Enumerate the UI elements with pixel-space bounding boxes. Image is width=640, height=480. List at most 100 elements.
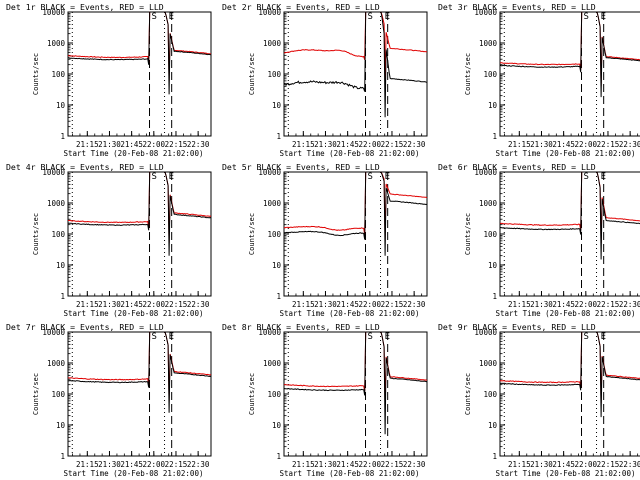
x-tick-label: 21:45 — [120, 300, 143, 309]
lld-series-line — [499, 331, 640, 404]
x-tick-label: 22:15 — [597, 300, 620, 309]
y-tick-label: 100 — [51, 230, 65, 239]
y-tick-label: 1 — [276, 292, 281, 301]
events-series-line — [500, 331, 640, 418]
marker-s: S — [152, 12, 157, 22]
y-tick-label: 100 — [51, 70, 65, 79]
plot-panel-1: Det 1r BLACK = Events, RED = LLD 1 10 100 10… — [6, 2, 212, 158]
x-tick-label: 21:15 — [292, 460, 315, 469]
y-axis-label: Counts/sec — [248, 373, 256, 415]
plot-frame — [283, 331, 428, 457]
y-axis-label: Counts/sec — [32, 53, 40, 95]
y-tick-label: 1 — [60, 452, 65, 461]
x-tick-label: 21:30 — [314, 300, 337, 309]
plot-panel-5: Det 5r BLACK = Events, RED = LLD 1 10 100 10… — [222, 162, 428, 318]
y-tick-label: 1000 — [479, 39, 498, 48]
x-tick-label: 21:30 — [314, 460, 337, 469]
x-tick-label: 22:15 — [597, 460, 620, 469]
plot-title: Det 9r BLACK = Events, RED = LLD — [438, 322, 596, 332]
x-axis-label: Start Time (20-Feb-08 21:02:00) — [280, 309, 420, 318]
plot-panel-4: Det 4r BLACK = Events, RED = LLD 1 10 100 10… — [6, 162, 212, 318]
x-axis-label: Start Time (20-Feb-08 21:02:00) — [280, 469, 420, 478]
x-tick-label: 21:45 — [336, 300, 359, 309]
x-tick-label: 22:00 — [143, 300, 166, 309]
y-axis-label: Counts/sec — [32, 213, 40, 255]
events-series-line — [283, 171, 428, 256]
y-tick-label: 10000 — [42, 168, 65, 177]
plot-frame — [67, 331, 212, 457]
x-tick-label: 21:30 — [314, 140, 337, 149]
x-axis-label: Start Time (20-Feb-08 21:02:00) — [64, 309, 204, 318]
x-tick-label: 21:15 — [508, 140, 531, 149]
x-tick-label: 22:30 — [403, 460, 426, 469]
plot-title: Det 6r BLACK = Events, RED = LLD — [438, 162, 596, 172]
marker-e: E — [385, 12, 390, 22]
y-axis-label: Counts/sec — [32, 373, 40, 415]
marker-e: E — [169, 332, 174, 342]
y-tick-label: 1000 — [479, 199, 498, 208]
plot-frame — [499, 331, 640, 457]
y-tick-label: 100 — [267, 390, 281, 399]
marker-s: S — [152, 172, 157, 182]
plot-panel-6: Det 6r BLACK = Events, RED = LLD 1 10 100 10… — [438, 162, 640, 318]
y-tick-label: 10000 — [258, 168, 281, 177]
y-tick-label: 100 — [483, 230, 497, 239]
plot-title: Det 8r BLACK = Events, RED = LLD — [222, 322, 380, 332]
x-tick-label: 22:00 — [359, 300, 382, 309]
y-tick-label: 1 — [492, 132, 497, 141]
y-tick-label: 100 — [483, 390, 497, 399]
y-tick-label: 10 — [488, 261, 498, 270]
y-tick-label: 10 — [272, 101, 282, 110]
y-tick-label: 10 — [56, 421, 66, 430]
events-series-line — [67, 171, 212, 256]
y-tick-label: 1000 — [263, 199, 282, 208]
y-tick-label: 1000 — [479, 359, 498, 368]
y-tick-label: 1000 — [263, 39, 282, 48]
x-tick-label: 21:45 — [120, 140, 143, 149]
x-tick-label: 21:15 — [76, 460, 99, 469]
y-tick-label: 100 — [267, 230, 281, 239]
x-tick-label: 22:15 — [165, 140, 188, 149]
y-tick-label: 1000 — [47, 39, 66, 48]
lld-series-line — [68, 11, 212, 81]
events-series-line — [283, 331, 428, 435]
x-axis-label: Start Time (20-Feb-08 21:02:00) — [280, 149, 420, 158]
y-tick-label: 1000 — [47, 199, 66, 208]
events-series-line — [68, 11, 212, 95]
x-tick-label: 21:30 — [98, 300, 121, 309]
x-tick-label: 22:15 — [165, 460, 188, 469]
y-tick-label: 1 — [60, 292, 65, 301]
plot-frame — [499, 11, 640, 137]
y-tick-label: 10 — [56, 101, 66, 110]
plot-frame — [283, 171, 428, 297]
x-tick-label: 22:15 — [381, 140, 404, 149]
y-tick-label: 10 — [272, 261, 282, 270]
y-tick-label: 1 — [492, 452, 497, 461]
x-tick-label: 22:15 — [597, 140, 620, 149]
plot-panel-8: Det 8r BLACK = Events, RED = LLD 1 10 100 10… — [222, 322, 428, 478]
marker-e: E — [169, 172, 174, 182]
x-tick-label: 21:45 — [336, 460, 359, 469]
x-tick-label: 22:00 — [143, 460, 166, 469]
x-tick-label: 21:15 — [292, 300, 315, 309]
x-tick-label: 21:45 — [552, 460, 575, 469]
y-tick-label: 10 — [488, 421, 498, 430]
x-axis-label: Start Time (20-Feb-08 21:02:00) — [64, 149, 204, 158]
events-series-line — [499, 11, 640, 98]
x-tick-label: 22:00 — [359, 140, 382, 149]
x-tick-label: 22:30 — [403, 300, 426, 309]
lld-series-line — [284, 331, 428, 407]
x-tick-label: 21:30 — [98, 140, 121, 149]
plot-title: Det 1r BLACK = Events, RED = LLD — [6, 2, 164, 12]
plot-panel-7: Det 7r BLACK = Events, RED = LLD 1 10 100 10… — [6, 322, 212, 478]
y-tick-label: 10 — [488, 101, 498, 110]
x-tick-label: 21:15 — [508, 460, 531, 469]
plot-frame — [283, 11, 428, 137]
y-tick-label: 10 — [272, 421, 282, 430]
x-tick-label: 22:00 — [359, 460, 382, 469]
lld-series-line — [499, 11, 640, 87]
plot-title: Det 7r BLACK = Events, RED = LLD — [6, 322, 164, 332]
x-tick-label: 21:30 — [98, 460, 121, 469]
x-tick-label: 21:45 — [552, 300, 575, 309]
